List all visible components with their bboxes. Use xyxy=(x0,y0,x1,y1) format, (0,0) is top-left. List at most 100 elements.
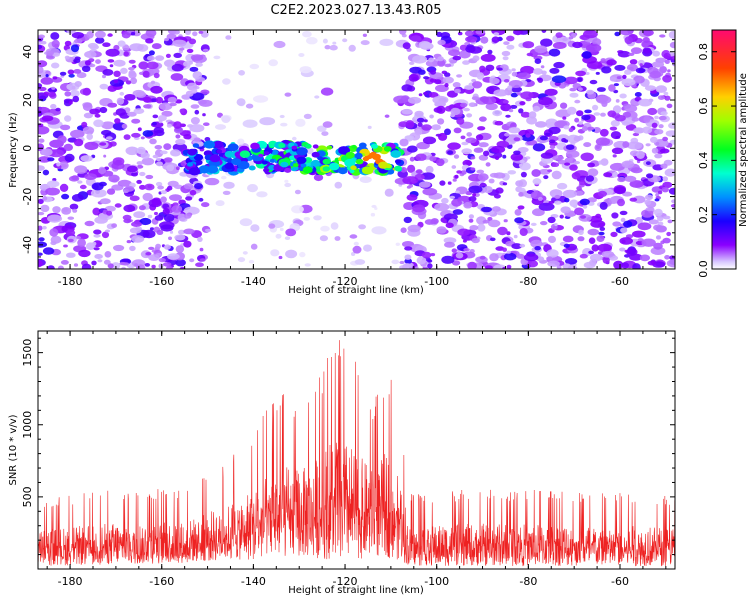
heatmap-cell xyxy=(121,31,131,39)
heatmap-cell xyxy=(526,260,538,268)
heatmap-cell xyxy=(643,115,651,123)
snr-frame xyxy=(37,330,676,570)
heatmap-cell xyxy=(221,175,227,180)
heatmap-cell xyxy=(89,108,101,115)
heatmap-cell xyxy=(525,133,531,138)
heatmap-cell xyxy=(107,59,115,63)
heatmap-cell xyxy=(444,241,455,248)
heatmap-cell xyxy=(123,204,136,213)
heatmap-cell xyxy=(461,141,469,146)
heatmap-cell xyxy=(395,242,400,246)
heatmap-cell xyxy=(352,245,362,254)
heatmap-cell xyxy=(556,265,562,269)
heatmap-cell xyxy=(47,214,63,223)
signal-cell xyxy=(296,147,308,156)
heatmap-cell xyxy=(152,114,159,119)
signal-cell xyxy=(349,169,355,174)
heatmap-cell xyxy=(194,109,200,115)
heatmap-cell xyxy=(552,162,560,167)
heatmap-cell xyxy=(632,132,640,137)
heatmap-cell xyxy=(463,202,473,209)
heatmap-cell xyxy=(402,241,414,248)
heatmap-cell xyxy=(562,37,568,42)
heatmap-cell xyxy=(485,64,495,72)
heatmap-cell xyxy=(592,104,599,111)
heatmap-cell xyxy=(530,239,543,248)
heatmap-cell xyxy=(146,61,159,70)
heatmap-cell xyxy=(133,108,145,114)
heatmap-cell xyxy=(151,43,162,50)
heatmap-cell xyxy=(661,186,669,193)
heatmap-cell xyxy=(598,231,605,236)
heatmap-cell xyxy=(152,154,159,159)
heatmap-cell xyxy=(506,250,511,254)
heatmap-cell xyxy=(113,70,121,78)
heatmap-cell xyxy=(511,68,516,72)
heatmap-cell xyxy=(68,101,73,105)
heatmap-cell xyxy=(430,253,436,257)
heatmap-cell xyxy=(471,237,480,244)
heatmap-cell xyxy=(423,76,430,80)
heatmap-cell xyxy=(572,83,582,89)
heatmap-cell xyxy=(153,72,160,79)
heatmap-cell xyxy=(237,257,246,263)
heatmap-cell xyxy=(354,259,366,265)
heatmap-cell xyxy=(609,126,618,131)
heatmap-cell xyxy=(279,227,284,232)
heatmap-cell xyxy=(104,205,116,212)
heatmap-cell xyxy=(313,215,322,221)
heatmap-cell xyxy=(551,75,567,83)
heatmap-cell xyxy=(611,147,624,154)
heatmap-cell xyxy=(115,108,127,116)
heatmap-cell xyxy=(625,124,637,131)
heatmap-cell xyxy=(124,94,136,101)
heatmap-cell xyxy=(150,85,163,94)
heatmap-cell xyxy=(124,185,135,192)
heatmap-cell xyxy=(547,169,553,173)
heatmap-cell xyxy=(566,106,577,115)
heatmap-cell xyxy=(628,66,634,71)
heatmap-cell xyxy=(93,247,100,251)
heatmap-cell xyxy=(548,48,561,57)
heatmap-cell xyxy=(173,30,180,35)
heatmap-cell xyxy=(623,220,633,228)
heatmap-cell xyxy=(164,37,170,42)
heatmap-cell xyxy=(170,73,184,81)
heatmap-cell xyxy=(460,170,467,175)
heatmap-cell xyxy=(489,77,500,85)
heatmap-cell xyxy=(503,79,510,83)
heatmap-cell xyxy=(91,260,97,266)
heatmap-cell xyxy=(221,115,231,124)
heatmap-cell xyxy=(438,132,448,141)
heatmap-cell xyxy=(68,175,80,182)
heatmap-cell xyxy=(562,116,567,120)
heatmap-cell xyxy=(349,234,358,239)
heatmap-cell xyxy=(107,33,113,37)
heatmap-cell xyxy=(642,30,654,36)
heatmap-cell xyxy=(576,186,582,191)
heatmap-cell xyxy=(530,222,537,226)
heatmap-cell xyxy=(479,116,487,122)
heatmap-cell xyxy=(603,172,613,178)
heatmap-cell xyxy=(81,65,91,73)
heatmap-cell xyxy=(433,107,443,113)
heatmap-cell xyxy=(479,255,486,260)
heatmap-cell xyxy=(651,61,665,68)
heatmap-cell xyxy=(199,247,204,252)
heatmap-cell xyxy=(295,118,306,127)
heatmap-cell xyxy=(585,72,590,75)
heatmap-cell xyxy=(162,208,170,215)
heatmap-cell xyxy=(534,58,542,64)
heatmap-cell xyxy=(126,165,138,173)
heatmap-cell xyxy=(137,127,142,132)
heatmap-cell xyxy=(194,183,203,190)
heatmap-cell xyxy=(410,35,422,42)
heatmap-cell xyxy=(174,234,186,241)
y-tick-label: -40 xyxy=(21,236,34,254)
heatmap-cell xyxy=(657,216,664,222)
heatmap-cell xyxy=(38,138,45,143)
signal-cell xyxy=(193,154,204,161)
heatmap-cell xyxy=(47,91,56,98)
heatmap-cell xyxy=(625,234,634,239)
heatmap-cell xyxy=(447,150,454,155)
